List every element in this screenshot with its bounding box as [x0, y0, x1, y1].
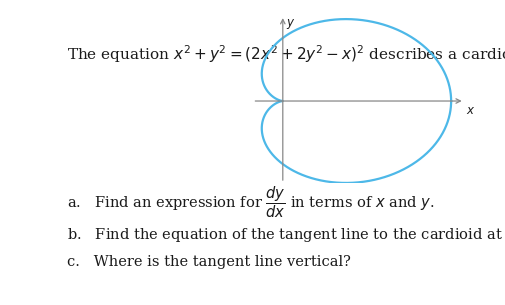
Text: c.   Where is the tangent line vertical?: c. Where is the tangent line vertical?	[67, 255, 351, 269]
Text: b.   Find the equation of the tangent line to the cardioid at the point $\left(0: b. Find the equation of the tangent line…	[67, 220, 505, 252]
Text: $x$: $x$	[466, 103, 476, 117]
Text: $y$: $y$	[286, 16, 295, 30]
Text: The equation $x^2 + y^2 = (2x^2 + 2y^2 - x)^2$ describes a cardioid:: The equation $x^2 + y^2 = (2x^2 + 2y^2 -…	[67, 44, 505, 65]
Text: a.   Find an expression for $\dfrac{dy}{dx}$ in terms of $x$ and $y$.: a. Find an expression for $\dfrac{dy}{dx…	[67, 185, 435, 220]
